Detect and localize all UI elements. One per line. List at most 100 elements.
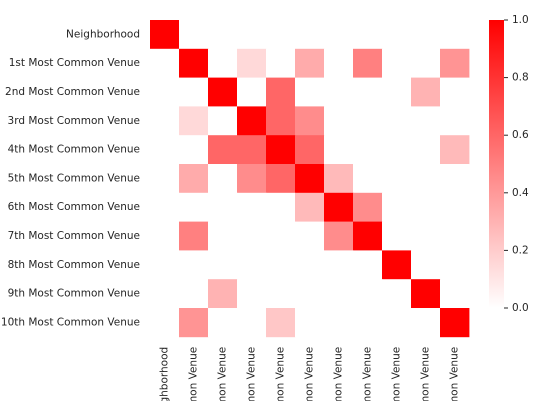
heatmap-cell-r7-c9 bbox=[411, 221, 441, 251]
row-label: 4th Most Common Venue bbox=[8, 144, 140, 156]
column-labels: Neighborhood 1st Most Common Venue 2nd Mos… bbox=[159, 347, 461, 401]
heatmap-cell-r4-c0 bbox=[150, 135, 180, 165]
heatmap-cell-r7-c7 bbox=[353, 221, 383, 251]
heatmap-cell-r2-c4 bbox=[266, 77, 296, 107]
heatmap-cell-r5-c2 bbox=[208, 164, 238, 194]
row-label: 5th Most Common Venue bbox=[8, 172, 140, 184]
heatmap-cell-r9-c8 bbox=[382, 279, 412, 309]
heatmap-cell-r6-c4 bbox=[266, 192, 296, 222]
heatmap-cell-r6-c6 bbox=[324, 192, 354, 222]
column-label: 5th Most Common Venue bbox=[304, 347, 316, 401]
heatmap-cell-r1-c0 bbox=[150, 48, 180, 78]
heatmap-cell-r4-c1 bbox=[179, 135, 209, 165]
heatmap-cell-r2-c3 bbox=[237, 77, 267, 107]
heatmap-cell-r2-c6 bbox=[324, 77, 354, 107]
heatmap-cell-r3-c3 bbox=[237, 106, 267, 136]
heatmap-cell-r10-c5 bbox=[295, 308, 325, 338]
heatmap-cell-r8-c9 bbox=[411, 250, 441, 280]
heatmap-cell-r9-c9 bbox=[411, 279, 441, 309]
heatmap-cell-r7-c8 bbox=[382, 221, 412, 251]
heatmap-cell-r8-c4 bbox=[266, 250, 296, 280]
heatmap-cell-r7-c2 bbox=[208, 221, 238, 251]
heatmap-cell-r10-c9 bbox=[411, 308, 441, 338]
heatmap-cell-r0-c5 bbox=[295, 20, 325, 50]
heatmap-cell-r6-c7 bbox=[353, 192, 383, 222]
heatmap-cell-r1-c6 bbox=[324, 48, 354, 78]
heatmap-cell-r5-c8 bbox=[382, 164, 412, 194]
heatmap-cell-r6-c8 bbox=[382, 192, 412, 222]
heatmap-cell-r8-c10 bbox=[440, 250, 470, 280]
heatmap-cell-r0-c9 bbox=[411, 20, 441, 50]
heatmap-cell-r8-c6 bbox=[324, 250, 354, 280]
heatmap-cell-r5-c0 bbox=[150, 164, 180, 194]
heatmap-cell-r8-c7 bbox=[353, 250, 383, 280]
heatmap-cell-r6-c2 bbox=[208, 192, 238, 222]
column-label: 1st Most Common Venue bbox=[188, 347, 200, 401]
heatmap-cell-r2-c5 bbox=[295, 77, 325, 107]
heatmap-cell-r5-c1 bbox=[179, 164, 209, 194]
row-label: 2nd Most Common Venue bbox=[5, 86, 140, 98]
heatmap-cell-r8-c3 bbox=[237, 250, 267, 280]
heatmap-cell-r9-c3 bbox=[237, 279, 267, 309]
heatmap-cell-r0-c10 bbox=[440, 20, 470, 50]
heatmap-cell-r1-c8 bbox=[382, 48, 412, 78]
heatmap-cell-r8-c2 bbox=[208, 250, 238, 280]
heatmap-cell-r10-c4 bbox=[266, 308, 296, 338]
column-label: 2nd Most Common Venue bbox=[217, 347, 229, 401]
column-label: 9th Most Common Venue bbox=[420, 347, 432, 401]
heatmap-cell-r7-c10 bbox=[440, 221, 470, 251]
colorbar bbox=[489, 20, 504, 308]
heatmap-cell-r1-c7 bbox=[353, 48, 383, 78]
heatmap-cell-r4-c3 bbox=[237, 135, 267, 165]
heatmap-cell-r8-c0 bbox=[150, 250, 180, 280]
heatmap-cell-r5-c6 bbox=[324, 164, 354, 194]
heatmap-cell-r9-c6 bbox=[324, 279, 354, 309]
heatmap-cell-r10-c8 bbox=[382, 308, 412, 338]
heatmap-cell-r9-c0 bbox=[150, 279, 180, 309]
heatmap-cell-r7-c6 bbox=[324, 221, 354, 251]
colorbar-ticks: 0.0 0.2 0.4 0.6 0.8 1.0 bbox=[504, 14, 529, 314]
heatmap-cell-r6-c10 bbox=[440, 192, 470, 222]
column-label: 3rd Most Common Venue bbox=[246, 347, 258, 401]
heatmap-cell-r7-c1 bbox=[179, 221, 209, 251]
heatmap-cells bbox=[150, 20, 470, 338]
row-label: 3rd Most Common Venue bbox=[8, 115, 140, 127]
column-label: 4th Most Common Venue bbox=[275, 347, 287, 401]
heatmap-cell-r0-c8 bbox=[382, 20, 412, 50]
colorbar-tick-label: 0.6 bbox=[512, 129, 529, 141]
heatmap-cell-r6-c9 bbox=[411, 192, 441, 222]
heatmap-cell-r1-c2 bbox=[208, 48, 238, 78]
heatmap-cell-r3-c5 bbox=[295, 106, 325, 136]
heatmap-cell-r0-c6 bbox=[324, 20, 354, 50]
heatmap-cell-r2-c8 bbox=[382, 77, 412, 107]
heatmap-cell-r5-c9 bbox=[411, 164, 441, 194]
heatmap-cell-r4-c2 bbox=[208, 135, 238, 165]
heatmap-cell-r0-c4 bbox=[266, 20, 296, 50]
heatmap-cell-r8-c5 bbox=[295, 250, 325, 280]
heatmap-cell-r5-c7 bbox=[353, 164, 383, 194]
heatmap-cell-r2-c9 bbox=[411, 77, 441, 107]
column-label: 6th Most Common Venue bbox=[333, 347, 345, 401]
heatmap-cell-r0-c1 bbox=[179, 20, 209, 50]
heatmap-cell-r0-c0 bbox=[150, 20, 180, 50]
heatmap-cell-r9-c4 bbox=[266, 279, 296, 309]
row-label: Neighborhood bbox=[66, 28, 140, 40]
heatmap-cell-r5-c5 bbox=[295, 164, 325, 194]
heatmap-cell-r10-c3 bbox=[237, 308, 267, 338]
heatmap-cell-r0-c2 bbox=[208, 20, 238, 50]
heatmap-cell-r7-c0 bbox=[150, 221, 180, 251]
column-label: 10th Most Common Venue bbox=[449, 347, 461, 401]
heatmap-cell-r7-c5 bbox=[295, 221, 325, 251]
row-labels: Neighborhood 1st Most Common Venue 2nd Mos… bbox=[1, 28, 140, 328]
heatmap-cell-r1-c10 bbox=[440, 48, 470, 78]
heatmap-cell-r5-c3 bbox=[237, 164, 267, 194]
heatmap-cell-r1-c4 bbox=[266, 48, 296, 78]
heatmap-cell-r2-c1 bbox=[179, 77, 209, 107]
heatmap-cell-r9-c5 bbox=[295, 279, 325, 309]
heatmap-cell-r4-c7 bbox=[353, 135, 383, 165]
heatmap-cell-r6-c1 bbox=[179, 192, 209, 222]
heatmap-cell-r10-c6 bbox=[324, 308, 354, 338]
colorbar-tick-label: 0.4 bbox=[512, 187, 529, 199]
heatmap-cell-r10-c1 bbox=[179, 308, 209, 338]
heatmap-cell-r3-c6 bbox=[324, 106, 354, 136]
